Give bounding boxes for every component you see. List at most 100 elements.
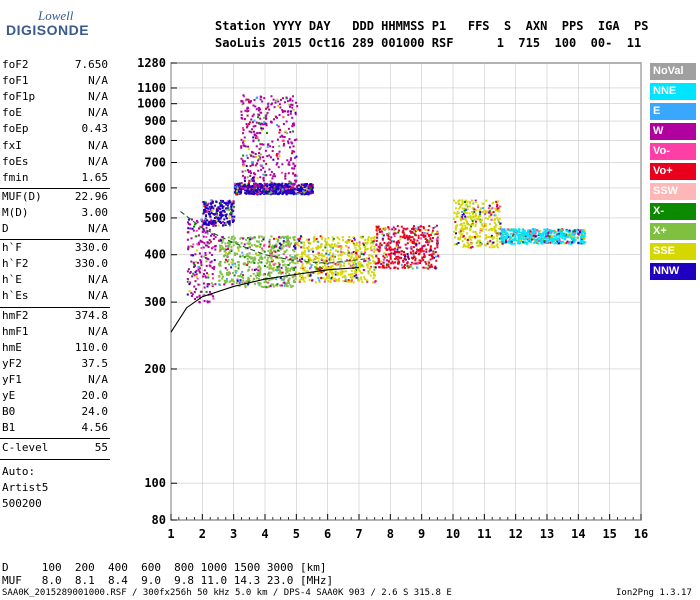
echo-point [266, 266, 269, 269]
echo-point [352, 262, 355, 265]
echo-point [520, 234, 523, 237]
echo-point [317, 266, 320, 269]
echo-point [484, 213, 487, 216]
echo-point [362, 242, 365, 245]
echo-point [295, 175, 298, 178]
echo-point [240, 157, 243, 160]
echo-point [576, 236, 579, 239]
echo-point [524, 242, 527, 245]
echo-point [299, 256, 302, 259]
echo-point [537, 236, 540, 239]
echo-point [210, 199, 213, 202]
echo-point [277, 249, 280, 252]
echo-point [262, 190, 265, 193]
echo-point [207, 224, 210, 227]
echo-point [539, 230, 542, 233]
echo-point [241, 159, 244, 162]
tick-label-x: 1 [167, 527, 174, 541]
echo-point [197, 234, 200, 237]
echo-point [208, 207, 211, 210]
echo-point [414, 252, 417, 255]
echo-point [207, 246, 210, 249]
echo-point [269, 145, 272, 148]
param-row-yf1: yF1 N/A [2, 373, 108, 389]
tick-label-y: 100 [144, 476, 166, 490]
echo-point [477, 206, 480, 209]
echo-point [279, 246, 282, 249]
param-name: foF2 [2, 58, 29, 71]
echo-point [406, 227, 409, 230]
echo-point [355, 243, 358, 246]
echo-point [253, 172, 256, 175]
echo-point [336, 236, 339, 239]
echo-point [366, 263, 369, 266]
echo-point [370, 247, 373, 250]
echo-point [311, 186, 314, 189]
echo-point [257, 169, 260, 172]
echo-point [561, 240, 564, 243]
echo-point [459, 232, 462, 235]
echo-point [373, 238, 376, 241]
echo-point [304, 183, 307, 186]
echo-point [304, 185, 307, 188]
echo-point [332, 237, 335, 240]
echo-point [422, 227, 425, 230]
echo-point [241, 170, 244, 173]
echo-point [262, 156, 265, 159]
echo-point [299, 274, 302, 277]
echo-point [268, 238, 271, 241]
echo-point [221, 236, 224, 239]
echo-point [202, 273, 205, 276]
legend-item-xplus: X+ [650, 223, 696, 240]
echo-point [353, 257, 356, 260]
echo-point [357, 262, 360, 265]
echo-point [222, 238, 225, 241]
echo-point [347, 246, 350, 249]
echo-point [219, 239, 222, 242]
echo-point [566, 230, 569, 233]
echo-point [477, 215, 480, 218]
echo-point [290, 182, 293, 185]
echo-point [219, 272, 222, 275]
echo-point [513, 239, 516, 242]
echo-point [274, 250, 277, 253]
echo-point [486, 242, 489, 245]
echo-point [490, 213, 493, 216]
echo-point [381, 237, 384, 240]
echo-point [296, 105, 299, 108]
echo-point [349, 276, 352, 279]
echo-point [192, 272, 195, 275]
echo-point [344, 279, 347, 282]
echo-point [310, 183, 313, 186]
echo-point [225, 202, 228, 205]
echo-point [464, 204, 467, 207]
echo-point [283, 276, 286, 279]
echo-point [479, 228, 482, 231]
separator [0, 459, 110, 461]
echo-point [319, 235, 322, 238]
echo-point [205, 260, 208, 263]
echo-point [381, 233, 384, 236]
echo-point [285, 244, 288, 247]
echo-point [494, 231, 497, 234]
echo-point [271, 185, 274, 188]
echo-point [414, 262, 417, 265]
echo-point [461, 207, 464, 210]
echo-point [571, 241, 574, 244]
echo-point [314, 255, 317, 258]
echo-point [264, 115, 267, 118]
echo-point [474, 220, 477, 223]
echo-point [341, 275, 344, 278]
echo-point [260, 143, 263, 146]
echo-point [303, 241, 306, 244]
echo-point [478, 244, 481, 247]
echo-point [232, 282, 235, 285]
trace-line [180, 211, 366, 264]
echo-point [383, 241, 386, 244]
echo-point [256, 159, 259, 162]
echo-point [278, 192, 281, 195]
echo-point [202, 246, 205, 249]
echo-point [301, 262, 304, 265]
echo-point [330, 269, 333, 272]
echo-point [485, 236, 488, 239]
